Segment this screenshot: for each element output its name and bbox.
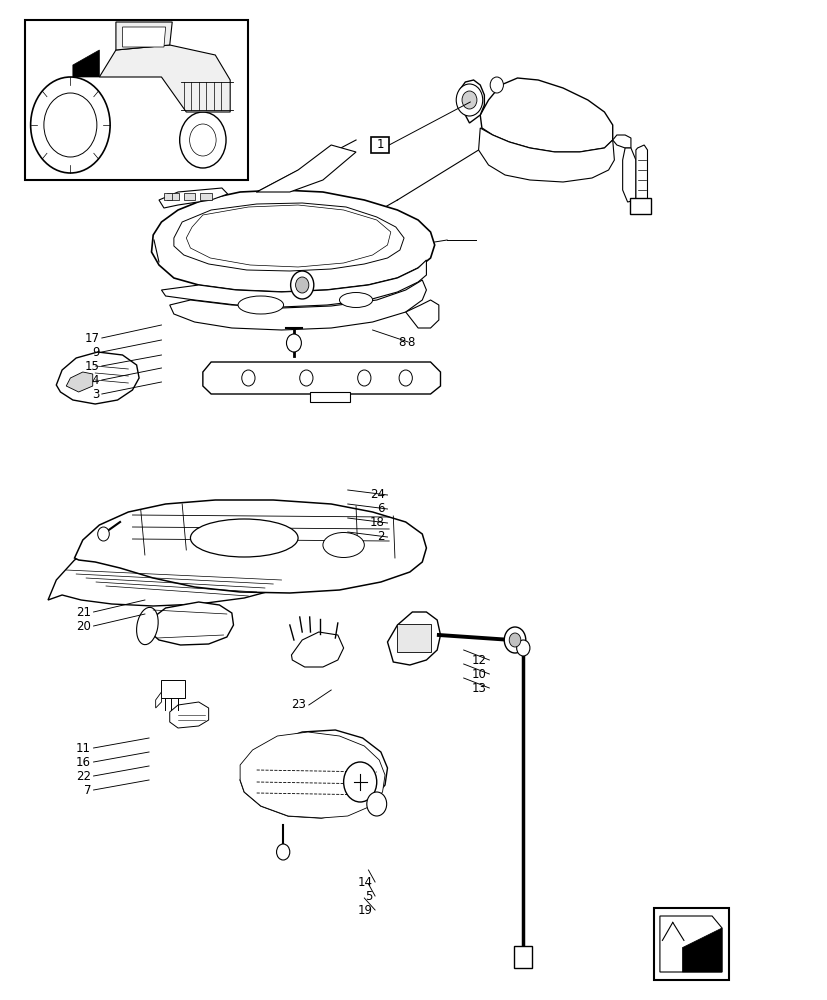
Polygon shape <box>622 148 635 202</box>
Circle shape <box>31 77 110 173</box>
Circle shape <box>290 271 313 299</box>
Text: 3: 3 <box>92 387 99 400</box>
Bar <box>397 624 430 652</box>
Text: 24: 24 <box>370 488 385 502</box>
Circle shape <box>241 370 255 386</box>
Polygon shape <box>291 632 343 667</box>
Polygon shape <box>56 352 139 404</box>
Bar <box>184 193 195 200</box>
Polygon shape <box>48 535 310 606</box>
Text: 8: 8 <box>398 336 405 349</box>
Bar <box>161 680 184 698</box>
Circle shape <box>179 112 226 168</box>
Polygon shape <box>612 135 630 148</box>
Polygon shape <box>662 922 683 940</box>
Polygon shape <box>122 27 165 47</box>
Text: 9: 9 <box>92 346 99 359</box>
Text: 7: 7 <box>84 784 91 796</box>
Polygon shape <box>240 730 387 818</box>
Circle shape <box>44 93 97 157</box>
Text: 10: 10 <box>471 668 486 680</box>
Bar <box>200 193 212 200</box>
Polygon shape <box>74 500 426 593</box>
Text: 8: 8 <box>407 336 414 349</box>
Circle shape <box>399 370 412 386</box>
Polygon shape <box>480 78 612 152</box>
Text: 18: 18 <box>370 516 385 530</box>
Text: 5: 5 <box>365 890 372 902</box>
Polygon shape <box>681 928 721 972</box>
Polygon shape <box>66 372 93 392</box>
Text: 22: 22 <box>76 770 91 782</box>
Polygon shape <box>174 203 404 271</box>
Polygon shape <box>256 145 356 192</box>
Polygon shape <box>151 190 434 292</box>
Circle shape <box>366 792 386 816</box>
Text: 2: 2 <box>377 530 385 544</box>
Circle shape <box>504 627 525 653</box>
Text: 21: 21 <box>76 605 91 618</box>
Polygon shape <box>635 145 647 205</box>
Bar <box>164 193 172 200</box>
Text: 23: 23 <box>291 698 306 712</box>
Polygon shape <box>478 128 614 182</box>
Polygon shape <box>147 602 233 645</box>
Text: 15: 15 <box>84 360 99 372</box>
Text: 12: 12 <box>471 654 486 666</box>
Text: 20: 20 <box>76 619 91 633</box>
Circle shape <box>509 633 520 647</box>
Text: 4: 4 <box>92 373 99 386</box>
Text: 14: 14 <box>357 876 372 888</box>
Ellipse shape <box>323 532 364 558</box>
Polygon shape <box>387 612 440 665</box>
Circle shape <box>357 370 370 386</box>
Circle shape <box>299 370 313 386</box>
Circle shape <box>490 77 503 93</box>
Text: 1: 1 <box>375 138 384 151</box>
Text: 16: 16 <box>76 756 91 768</box>
Circle shape <box>276 844 289 860</box>
Ellipse shape <box>190 519 298 557</box>
Polygon shape <box>161 260 426 307</box>
Ellipse shape <box>238 296 283 314</box>
Circle shape <box>286 334 301 352</box>
Polygon shape <box>186 205 390 267</box>
Text: 19: 19 <box>357 904 372 916</box>
Polygon shape <box>170 280 426 330</box>
Bar <box>167 193 179 200</box>
Polygon shape <box>159 188 227 208</box>
Circle shape <box>516 640 529 656</box>
Circle shape <box>343 762 376 802</box>
Circle shape <box>461 91 476 109</box>
Ellipse shape <box>136 607 158 645</box>
Polygon shape <box>659 916 721 972</box>
Bar <box>653 908 728 980</box>
Circle shape <box>189 124 216 156</box>
Bar <box>629 198 650 214</box>
Text: 11: 11 <box>76 742 91 754</box>
Circle shape <box>295 277 308 293</box>
Bar <box>514 946 532 968</box>
Polygon shape <box>170 702 208 728</box>
Polygon shape <box>155 692 161 708</box>
Bar <box>310 392 350 402</box>
Circle shape <box>98 527 109 541</box>
Text: 6: 6 <box>377 502 385 516</box>
Text: 13: 13 <box>471 682 486 694</box>
Polygon shape <box>405 300 438 328</box>
Polygon shape <box>240 732 385 818</box>
Text: 17: 17 <box>84 332 99 344</box>
Polygon shape <box>73 50 99 77</box>
Ellipse shape <box>339 292 372 308</box>
Bar <box>370 137 389 153</box>
Polygon shape <box>203 362 440 394</box>
Circle shape <box>456 84 482 116</box>
Polygon shape <box>99 45 230 112</box>
Polygon shape <box>459 80 484 123</box>
Bar <box>25 20 248 180</box>
Polygon shape <box>116 22 172 50</box>
